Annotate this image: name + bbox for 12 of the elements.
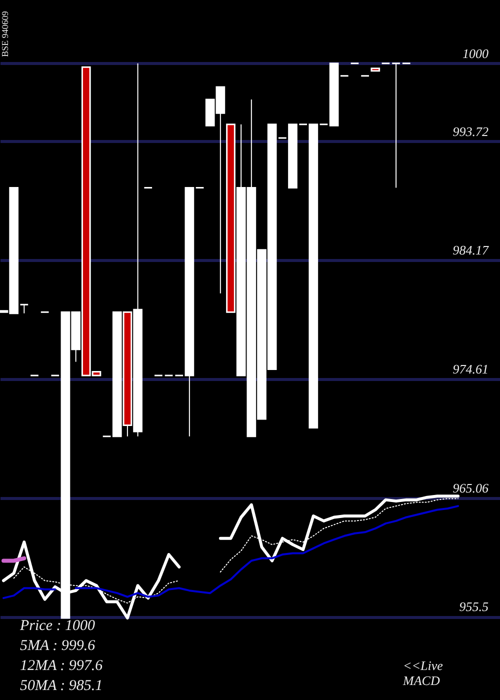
annotation: Price : 1000 [19, 618, 96, 634]
annotation: 50MA : 985.1 [20, 678, 103, 694]
text: BSE 940609 [0, 10, 10, 57]
annotation: 12MA : 997.6 [20, 658, 104, 674]
y-tick-label: 984.17 [452, 242, 489, 258]
annotation: <<Live MACD [402, 658, 444, 688]
y-tick-label: 965.06 [452, 480, 489, 496]
annotation: 5MA : 999.6 [20, 638, 96, 654]
y-tick-label: 1000 [462, 46, 489, 61]
y-tick-label: 955.5 [459, 599, 489, 614]
y-tick-label: 974.61 [452, 362, 488, 377]
y-tick-label: 993.72 [452, 124, 489, 139]
